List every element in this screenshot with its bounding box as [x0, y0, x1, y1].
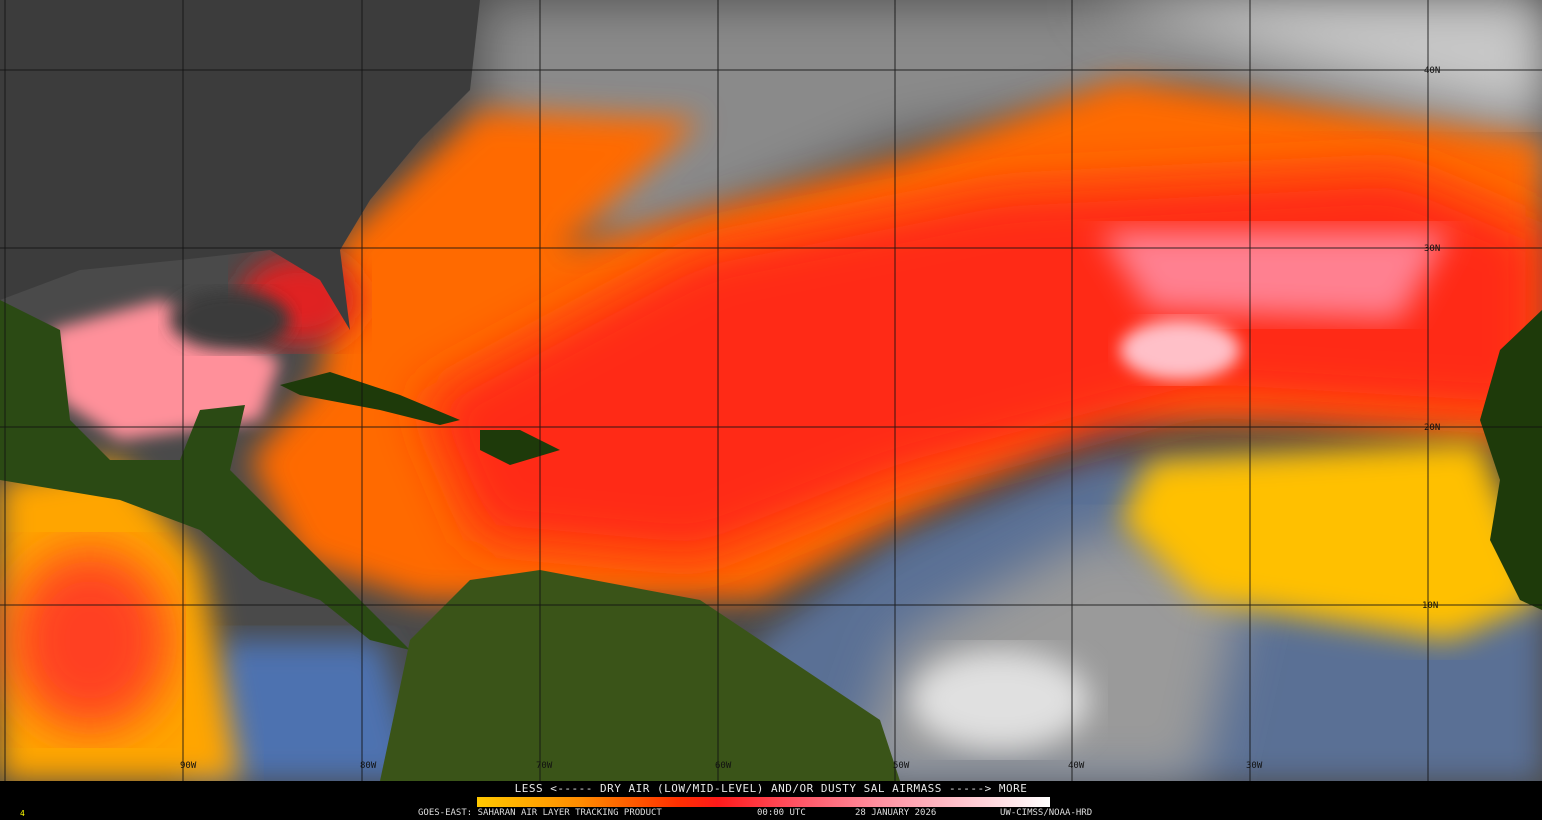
- lat-lon-grid: [0, 0, 1542, 781]
- lat-label: 40N: [1424, 66, 1440, 76]
- legend-title: LESS <----- DRY AIR (LOW/MID-LEVEL) AND/…: [514, 782, 1028, 795]
- legend-colorbar: [477, 797, 1050, 807]
- lon-label: 40W: [1068, 761, 1085, 771]
- lon-label: 80W: [360, 761, 377, 771]
- lon-label: 50W: [893, 761, 910, 771]
- grid-labels: 40N 30N 20N 10N 90W 80W 70W 60W 50W 40W …: [180, 66, 1440, 771]
- satellite-map: 40N 30N 20N 10N 90W 80W 70W 60W 50W 40W …: [0, 0, 1542, 781]
- time-caption: 00:00 UTC: [757, 808, 806, 818]
- imagery-layer: [0, 0, 1542, 781]
- lon-label: 70W: [536, 761, 553, 771]
- lat-label: 30N: [1424, 244, 1440, 254]
- date-caption: 28 JANUARY 2026: [855, 808, 937, 818]
- lon-label: 90W: [180, 761, 197, 771]
- lon-label: 60W: [715, 761, 732, 771]
- product-caption: GOES-EAST: SAHARAN AIR LAYER TRACKING PR…: [418, 808, 662, 818]
- lon-label: 30W: [1246, 761, 1263, 771]
- corner-mark: 4: [20, 809, 25, 818]
- lat-label: 10N: [1422, 601, 1438, 611]
- credit-caption: UW-CIMSS/NOAA-HRD: [1000, 808, 1093, 818]
- lat-label: 20N: [1424, 423, 1440, 433]
